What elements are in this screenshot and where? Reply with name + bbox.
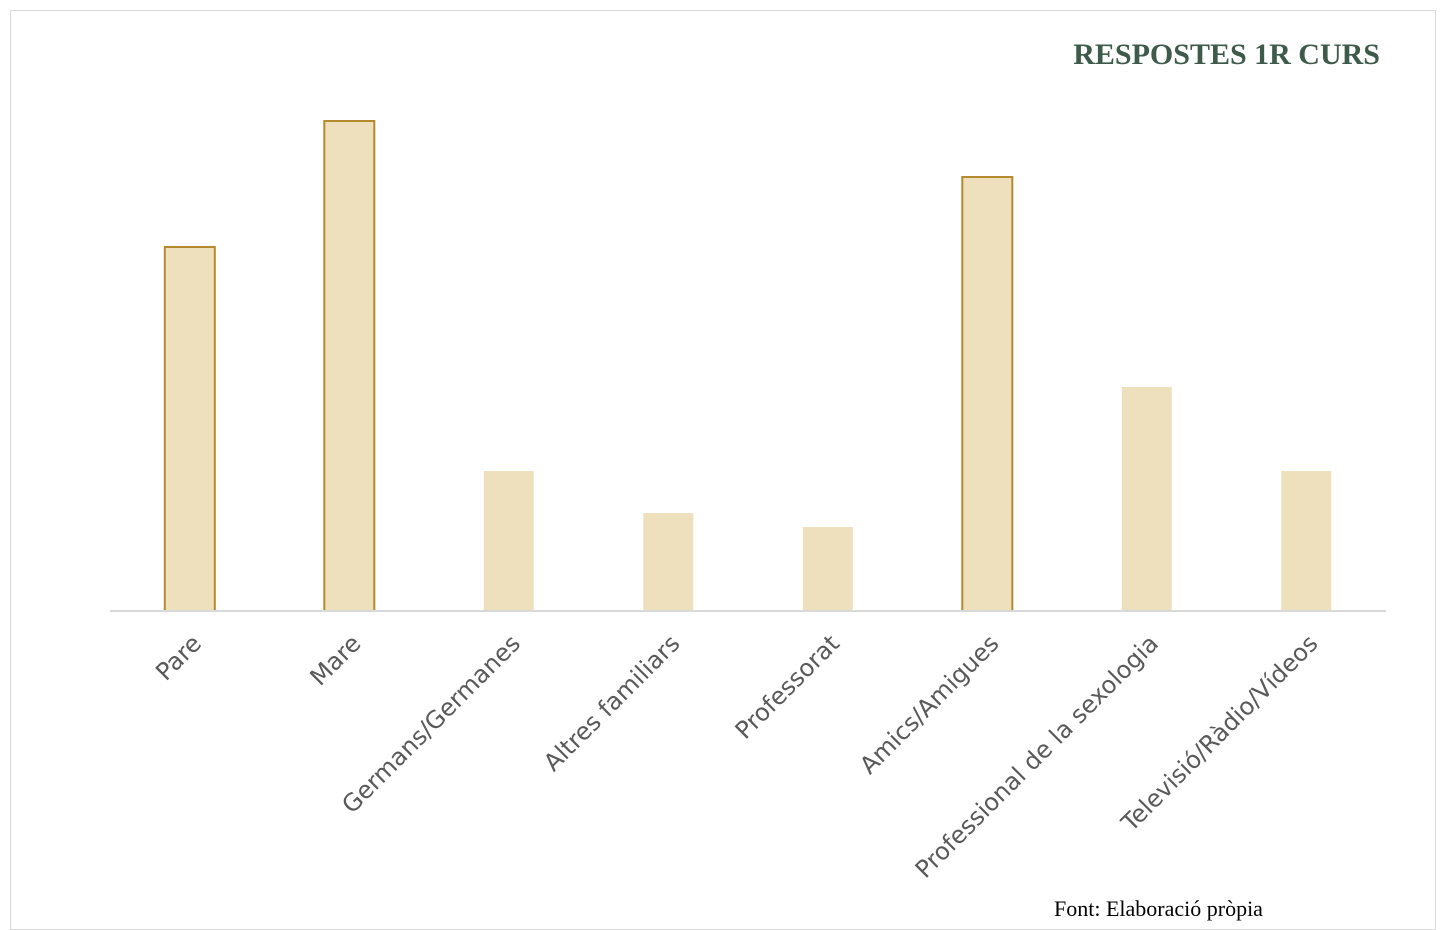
x-tick-label: Amics/Amigues xyxy=(854,629,1004,779)
bar-3 xyxy=(643,513,694,611)
chart-frame xyxy=(10,10,1436,930)
x-tick-label: Pare xyxy=(150,629,207,686)
bar-0 xyxy=(163,246,216,612)
x-tick-label: Mare xyxy=(305,629,367,691)
chart-title: RESPOSTES 1R CURS xyxy=(1073,38,1380,71)
x-tick-label: Germans/Germanes xyxy=(336,629,526,819)
bar-2 xyxy=(483,471,534,611)
bar-6 xyxy=(1121,387,1172,611)
bar-7 xyxy=(1281,471,1332,611)
x-tick-label: Altres familiars xyxy=(538,629,685,776)
source-note: Font: Elaboració pròpia xyxy=(1054,896,1263,921)
bars-group xyxy=(163,120,1332,612)
x-tick-label: Professorat xyxy=(730,629,845,744)
bar-4 xyxy=(802,527,853,611)
bar-1 xyxy=(323,120,376,612)
bar-5 xyxy=(961,176,1014,612)
